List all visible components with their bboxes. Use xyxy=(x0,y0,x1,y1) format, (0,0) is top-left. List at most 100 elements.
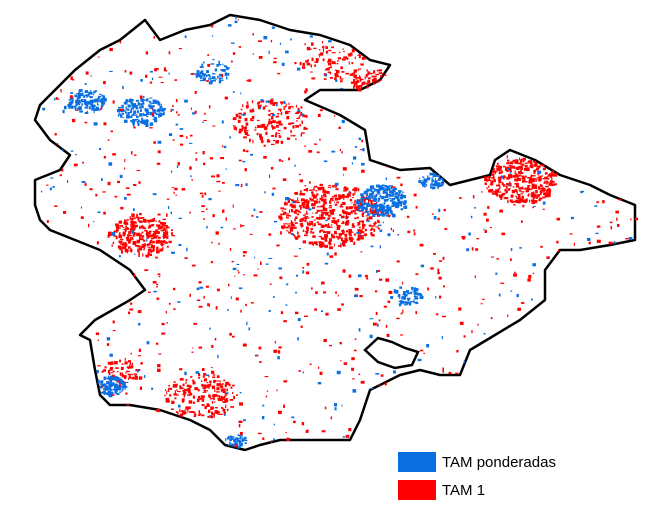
patch xyxy=(136,213,138,217)
patch xyxy=(502,183,504,186)
patch xyxy=(346,212,348,215)
patch xyxy=(283,223,288,225)
patch xyxy=(120,206,124,210)
patch xyxy=(109,363,112,366)
patch xyxy=(515,201,517,203)
patch xyxy=(377,226,379,229)
patch xyxy=(102,191,106,193)
patch xyxy=(471,330,473,334)
patch xyxy=(201,211,205,213)
patch xyxy=(155,113,160,116)
patch xyxy=(329,77,333,79)
patch xyxy=(224,72,228,75)
patch xyxy=(433,216,437,220)
patch xyxy=(175,111,178,114)
patch xyxy=(75,103,78,107)
patch xyxy=(270,116,274,120)
patch xyxy=(120,114,123,118)
patch xyxy=(384,188,389,191)
patch xyxy=(532,196,536,199)
patch xyxy=(214,337,217,341)
patch xyxy=(387,207,391,211)
patch xyxy=(108,372,111,375)
patch xyxy=(100,383,103,386)
patch xyxy=(361,82,364,86)
patch xyxy=(147,251,149,254)
patch xyxy=(339,75,342,80)
patch xyxy=(174,397,177,400)
patch xyxy=(80,89,83,92)
patch xyxy=(81,181,86,184)
patch xyxy=(519,197,521,200)
patch xyxy=(544,172,548,175)
patch xyxy=(319,183,323,186)
patch xyxy=(140,109,142,112)
patch xyxy=(520,191,525,193)
patch xyxy=(386,166,388,168)
patch xyxy=(213,379,217,383)
patch xyxy=(174,384,178,388)
patch xyxy=(117,245,122,249)
patch xyxy=(319,49,321,51)
patch xyxy=(140,120,144,124)
patch xyxy=(254,129,257,131)
patch xyxy=(95,98,99,102)
patch xyxy=(251,119,254,122)
patch xyxy=(85,94,90,97)
patch xyxy=(117,380,120,383)
patch xyxy=(573,242,575,246)
patch xyxy=(341,202,346,205)
patch xyxy=(294,192,297,195)
patch xyxy=(132,240,137,245)
patch xyxy=(129,238,134,240)
patch xyxy=(109,47,113,52)
patch xyxy=(161,107,166,111)
patch xyxy=(371,211,374,215)
patch xyxy=(531,165,534,168)
patch xyxy=(224,399,228,401)
patch xyxy=(381,72,384,75)
patch xyxy=(538,199,541,202)
patch xyxy=(101,101,106,104)
patch xyxy=(525,190,529,193)
patch xyxy=(330,416,333,420)
patch xyxy=(382,221,384,224)
patch xyxy=(131,103,135,107)
patch xyxy=(206,382,209,384)
patch xyxy=(345,187,349,191)
patch xyxy=(283,126,287,130)
patch xyxy=(272,126,276,129)
patch xyxy=(146,111,149,114)
patch xyxy=(268,257,273,260)
patch xyxy=(175,394,179,396)
patch xyxy=(322,213,325,216)
patch xyxy=(352,85,355,89)
patch xyxy=(74,164,77,167)
patch xyxy=(95,109,98,111)
patch xyxy=(158,76,163,78)
patch xyxy=(319,217,322,219)
patch xyxy=(495,189,499,193)
patch xyxy=(146,341,150,345)
patch xyxy=(377,323,379,327)
patch xyxy=(203,218,205,220)
patch xyxy=(344,238,348,242)
patch xyxy=(278,134,281,137)
patch xyxy=(538,178,541,182)
patch xyxy=(509,199,513,203)
patch xyxy=(308,150,313,153)
patch xyxy=(89,99,94,104)
patch xyxy=(230,438,233,440)
patch xyxy=(306,188,309,191)
patch xyxy=(375,203,378,205)
patch xyxy=(368,79,370,82)
patch xyxy=(546,256,550,259)
patch xyxy=(118,240,123,244)
patch xyxy=(257,40,262,43)
patch xyxy=(103,387,105,391)
patch xyxy=(278,159,282,162)
patch xyxy=(435,313,439,316)
patch xyxy=(185,388,190,392)
patch xyxy=(327,58,332,63)
patch xyxy=(158,219,160,222)
